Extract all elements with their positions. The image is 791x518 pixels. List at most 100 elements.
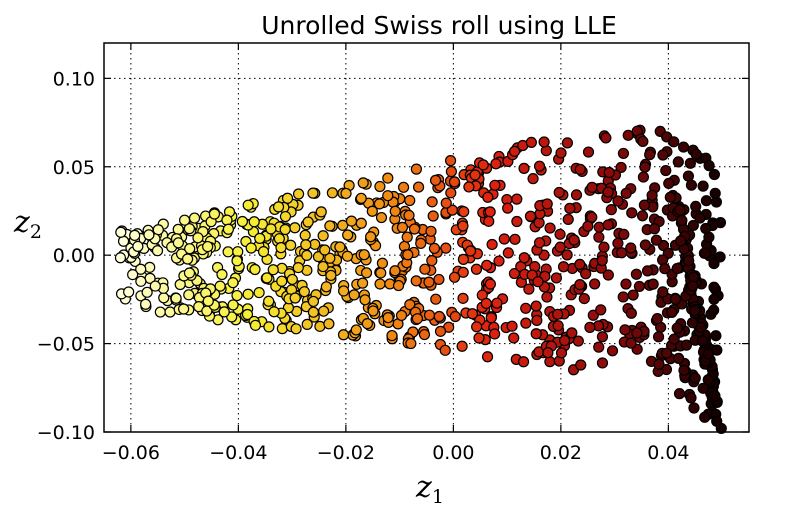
data-point xyxy=(520,317,532,329)
data-point xyxy=(218,306,230,318)
data-point xyxy=(183,267,196,279)
data-point xyxy=(183,223,195,235)
data-point xyxy=(502,202,514,214)
data-point xyxy=(404,194,416,207)
data-point xyxy=(307,295,320,308)
data-point xyxy=(683,255,695,267)
data-point xyxy=(267,264,279,276)
data-point xyxy=(151,245,164,257)
x-axis-label-base: z xyxy=(415,470,432,505)
data-point xyxy=(702,348,714,360)
data-point xyxy=(188,212,201,224)
data-point xyxy=(557,261,570,273)
data-point xyxy=(426,196,438,208)
data-point xyxy=(382,312,394,324)
data-point xyxy=(564,202,576,214)
data-point xyxy=(620,278,632,290)
data-point xyxy=(481,351,494,363)
data-point xyxy=(586,181,598,193)
data-point xyxy=(375,211,388,224)
data-point xyxy=(697,382,709,394)
data-point xyxy=(457,253,469,265)
data-point xyxy=(440,197,452,209)
data-point xyxy=(541,291,553,303)
x-tick-label: −0.02 xyxy=(317,442,375,464)
data-point xyxy=(423,276,435,288)
data-point xyxy=(389,205,401,217)
data-point xyxy=(626,207,638,219)
data-point xyxy=(530,300,542,312)
data-point xyxy=(668,333,680,345)
data-point xyxy=(617,291,629,303)
data-point xyxy=(178,303,190,315)
data-point xyxy=(518,162,530,174)
x-tick-label: 0.04 xyxy=(647,442,689,464)
data-point xyxy=(483,215,495,227)
data-point xyxy=(482,191,494,203)
data-point xyxy=(289,222,301,234)
data-point xyxy=(541,198,553,210)
data-point xyxy=(493,255,505,267)
data-point xyxy=(123,286,135,298)
data-point xyxy=(639,239,651,251)
data-point xyxy=(538,136,550,148)
data-point xyxy=(434,325,447,337)
data-point xyxy=(299,229,311,241)
data-point xyxy=(525,136,537,149)
data-point xyxy=(678,364,690,376)
data-point xyxy=(644,149,656,161)
data-point xyxy=(602,269,614,281)
data-point xyxy=(552,308,564,320)
data-point xyxy=(337,329,350,341)
data-point xyxy=(430,293,442,305)
data-point xyxy=(373,198,386,210)
data-point xyxy=(709,390,721,402)
data-point xyxy=(653,358,665,370)
data-point xyxy=(555,147,567,159)
data-point xyxy=(307,187,319,199)
data-point xyxy=(480,297,492,310)
data-point xyxy=(317,260,329,273)
data-point xyxy=(374,278,386,290)
data-point xyxy=(276,275,288,287)
data-point xyxy=(355,192,367,204)
data-point xyxy=(410,163,422,175)
data-point xyxy=(618,228,630,241)
data-point xyxy=(708,293,720,305)
data-point xyxy=(574,258,586,271)
data-point xyxy=(511,193,523,205)
data-point xyxy=(281,192,294,204)
y-axis-label: z2 xyxy=(13,205,42,243)
data-point xyxy=(524,210,537,222)
data-point xyxy=(586,211,598,223)
data-point xyxy=(172,223,184,235)
data-point xyxy=(561,137,574,149)
data-point xyxy=(625,307,637,319)
data-point xyxy=(625,242,637,254)
chart-title: Unrolled Swiss roll using LLE xyxy=(261,11,617,40)
data-point xyxy=(208,208,221,220)
data-point xyxy=(703,160,715,172)
data-point xyxy=(619,324,631,336)
data-point xyxy=(253,286,265,299)
data-point xyxy=(688,402,700,414)
data-point xyxy=(584,321,596,333)
data-point xyxy=(457,220,469,232)
x-axis-label: z1 xyxy=(415,470,444,508)
data-point xyxy=(367,305,379,317)
data-point xyxy=(445,187,457,199)
data-point xyxy=(699,411,711,423)
data-point xyxy=(257,246,270,258)
data-point xyxy=(542,347,554,359)
y-tick-label: −0.10 xyxy=(37,422,95,444)
data-point xyxy=(261,272,273,284)
data-point xyxy=(143,229,155,241)
data-point xyxy=(338,285,350,297)
data-point xyxy=(464,245,477,257)
data-point xyxy=(520,302,532,314)
x-axis-label-sub: 1 xyxy=(432,486,444,508)
data-point xyxy=(242,199,254,211)
data-point xyxy=(135,263,147,275)
data-point xyxy=(603,166,615,179)
data-point xyxy=(170,292,182,304)
